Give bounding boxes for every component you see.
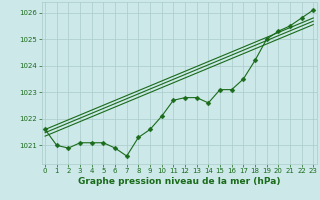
X-axis label: Graphe pression niveau de la mer (hPa): Graphe pression niveau de la mer (hPa) xyxy=(78,177,280,186)
